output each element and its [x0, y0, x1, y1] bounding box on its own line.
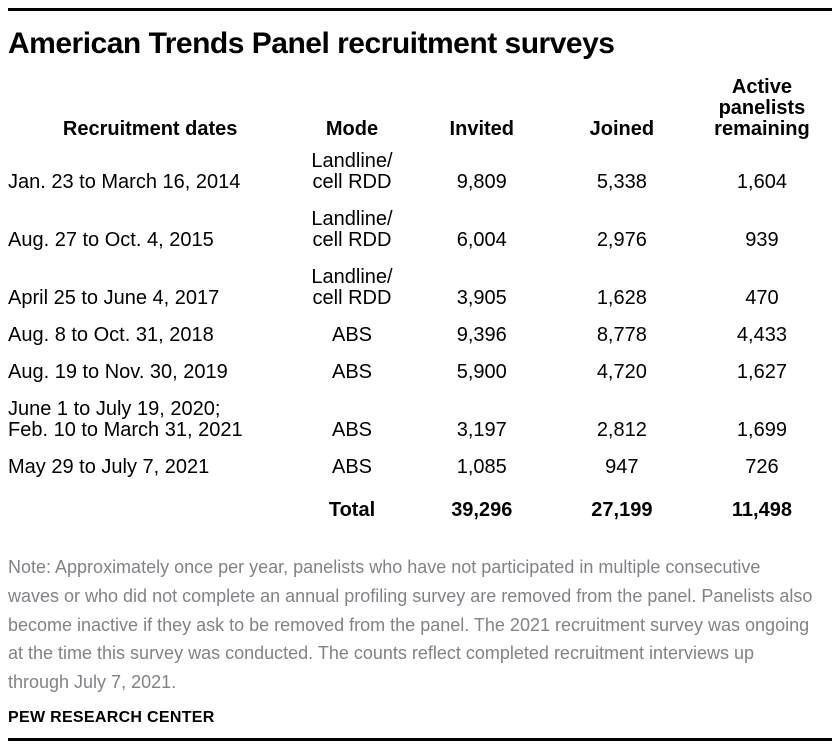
cell-mode: ABS — [331, 419, 373, 441]
bottom-divider — [8, 738, 832, 741]
cell-joined: 1,628 — [596, 287, 647, 309]
cell-joined: 5,338 — [596, 171, 647, 193]
total-empty-cell — [8, 486, 292, 529]
cell-active-panelists-remaining: 4,433 — [736, 324, 787, 346]
cell-recruitment-dates: May 29 to July 7, 2021 — [8, 456, 210, 478]
source-label: PEW RESEARCH CENTER — [8, 708, 215, 726]
cell-joined: 4,720 — [596, 361, 647, 383]
cell-invited: 9,396 — [456, 324, 507, 346]
cell-recruitment-dates: April 25 to June 4, 2017 — [8, 287, 220, 309]
table-row: June 1 to July 19, 2020; Feb. 10 to Marc… — [8, 391, 832, 449]
cell-mode: Landline/ cell RDD — [311, 208, 393, 251]
cell-mode: Landline/ cell RDD — [311, 266, 393, 309]
recruitment-table: Recruitment dates Mode Invited Joined Ac… — [8, 73, 832, 529]
cell-recruitment-dates: June 1 to July 19, 2020; Feb. 10 to Marc… — [8, 398, 243, 441]
cell-active-panelists-remaining: 726 — [745, 456, 779, 478]
cell-recruitment-dates: Aug. 19 to Nov. 30, 2019 — [8, 361, 228, 383]
total-active-panelists-value: 11,498 — [731, 499, 792, 521]
cell-joined: 8,778 — [596, 324, 647, 346]
total-invited-value: 39,296 — [451, 499, 513, 521]
total-joined-value: 27,199 — [591, 499, 653, 521]
cell-invited: 5,900 — [456, 361, 507, 383]
cell-joined: 2,976 — [596, 229, 647, 251]
total-label: Total — [328, 499, 376, 521]
column-header-joined: Joined — [589, 118, 655, 140]
column-header-mode: Mode — [325, 118, 379, 140]
cell-active-panelists-remaining: 1,604 — [736, 171, 787, 193]
table-row: Jan. 23 to March 16, 2014 Landline/ cell… — [8, 143, 832, 201]
cell-recruitment-dates: Jan. 23 to March 16, 2014 — [8, 171, 241, 193]
cell-active-panelists-remaining: 470 — [745, 287, 779, 309]
cell-invited: 3,905 — [456, 287, 507, 309]
cell-invited: 1,085 — [456, 456, 507, 478]
column-header-invited: Invited — [449, 118, 514, 140]
column-header-active-panelists-remaining: Active panelists remaining — [714, 76, 810, 140]
cell-joined: 947 — [605, 456, 639, 478]
figure-title: American Trends Panel recruitment survey… — [8, 27, 615, 60]
table-row: May 29 to July 7, 2021 ABS 1,085 947 726 — [8, 449, 832, 486]
cell-active-panelists-remaining: 1,627 — [736, 361, 787, 383]
cell-mode: ABS — [331, 456, 373, 478]
cell-active-panelists-remaining: 1,699 — [736, 419, 787, 441]
cell-recruitment-dates: Aug. 27 to Oct. 4, 2015 — [8, 229, 214, 251]
table-row: April 25 to June 4, 2017 Landline/ cell … — [8, 259, 832, 317]
cell-mode: Landline/ cell RDD — [311, 150, 393, 193]
top-divider — [8, 8, 832, 11]
table-row: Aug. 8 to Oct. 31, 2018 ABS 9,396 8,778 … — [8, 317, 832, 354]
cell-active-panelists-remaining: 939 — [745, 229, 779, 251]
note-text: Note: Approximately once per year, panel… — [8, 557, 813, 693]
cell-invited: 9,809 — [456, 171, 507, 193]
column-header-recruitment-dates: Recruitment dates — [62, 118, 238, 140]
table-body: Jan. 23 to March 16, 2014 Landline/ cell… — [8, 143, 832, 486]
table-total-row: Total 39,296 27,199 11,498 — [8, 486, 832, 529]
cell-invited: 6,004 — [456, 229, 507, 251]
table-row: Aug. 27 to Oct. 4, 2015 Landline/ cell R… — [8, 201, 832, 259]
cell-joined: 2,812 — [596, 419, 647, 441]
cell-invited: 3,197 — [456, 419, 507, 441]
table-header-row: Recruitment dates Mode Invited Joined Ac… — [8, 73, 832, 143]
cell-mode: ABS — [331, 324, 373, 346]
cell-recruitment-dates: Aug. 8 to Oct. 31, 2018 — [8, 324, 214, 346]
table-row: Aug. 19 to Nov. 30, 2019 ABS 5,900 4,720… — [8, 354, 832, 391]
cell-mode: ABS — [331, 361, 373, 383]
